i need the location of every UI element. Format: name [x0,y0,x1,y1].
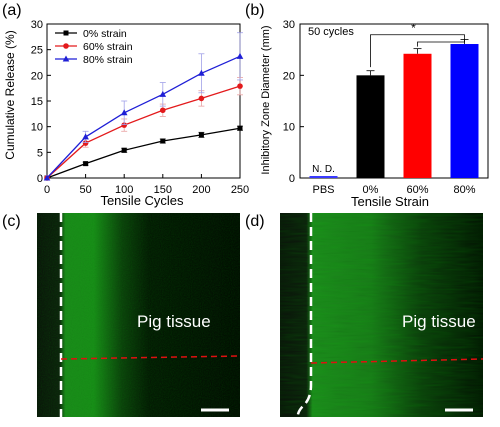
chart-a-xtick-label: 100 [115,184,133,196]
red-dashed-line-d [310,358,483,364]
chart-a-legend-label: 60% strain [83,41,133,53]
chart-b-sig-bracket [370,34,465,68]
chart-a-point [43,174,51,181]
panel-label-c: (c) [2,213,21,230]
chart-b-xtick-label: 0% [363,184,379,196]
chart-a-xtick-label: 200 [192,184,210,196]
tissue-boundary-line-d [296,213,313,417]
fluorescence-image-d: Pig tissue [280,213,483,417]
chart-a-point [83,161,89,167]
chart-a-point [237,83,243,89]
chart-a-ytick-label: 10 [31,122,43,134]
chart-b-frame [299,23,489,179]
chart-a-xtick-label: 250 [231,184,249,196]
chart-b-xtick-label: 80% [453,184,475,196]
chart-b-xtick-label: PBS [312,184,334,196]
chart-b-annotation: 50 cycles [308,26,354,38]
chart-b-ytick-label: 30 [283,19,295,31]
chart-a-ytick-label: 0 [37,173,43,185]
panel-label-d: (d) [245,213,265,230]
chart-b-bar [450,44,479,178]
chart-a-point [237,125,243,131]
chart-a-ytick-label: 30 [31,19,43,31]
chart-a-xtick-label: 50 [79,184,91,196]
chart-b-ytick-label: 20 [283,70,295,82]
chart-a-xtick-label: 150 [154,184,172,196]
chart-b-bar [356,75,385,178]
chart-a-series-line [46,127,241,179]
chart-a-point [120,109,128,116]
chart-a-ytick-label: 15 [31,96,43,108]
chart-a-point [198,69,205,76]
fluorescence-image-c: Pig tissue [37,213,240,417]
chart-b-ytick-label: 0 [289,173,295,185]
chart-a-point [198,132,204,138]
chart-a-legend-label: 0% strain [83,28,127,40]
chart-a-legend-marker [63,43,69,49]
chart-b-xtick-label: 60% [406,184,428,196]
chart-a-ytick-label: 5 [37,147,43,159]
chart-a-ytick-label: 20 [31,70,43,82]
panel-label-a: (a) [2,2,22,19]
chart-a-point [236,52,244,59]
chart-b-sig-star: * [411,21,416,35]
panel-label-b: (b) [245,2,265,19]
chart-a-series-line [46,85,241,179]
chart-a-point [198,95,205,102]
chart-b-xlabel: Tensile Strain [351,194,429,209]
chart-a-point [160,107,166,114]
chart-a-xtick-label: 0 [44,184,50,196]
chart-a-point [82,133,89,140]
chart-a-point [82,140,89,146]
chart-b-bar [403,53,432,179]
chart-a-point [159,90,167,97]
chart-a-ytick-label: 25 [31,45,43,57]
chart-a-line-plot: Cumulative Release (%) Tensile Cycles 0 5… [3,19,249,208]
chart-a-legend-label: 80% strain [83,54,133,66]
chart-b-ytick-label: 10 [283,122,295,134]
chart-a-series-line [46,55,241,179]
chart-b-ylabel: Inhibitory Zone Diameter (mm) [260,25,272,174]
chart-a-xlabel: Tensile Cycles [100,193,184,208]
chart-b-bar-plot: Inhibitory Zone Diameter (mm) Tensile St… [260,19,489,209]
chart-a-legend-marker [62,55,70,62]
image-label-c: Pig tissue [137,312,211,331]
chart-a-ylabel: Cumulative Release (%) [3,30,17,159]
chart-a-point [160,138,166,144]
image-label-d: Pig tissue [402,312,476,331]
chart-b-nd-label: N. D. [312,164,335,175]
chart-a-point [121,122,127,128]
chart-a-point [121,147,127,153]
chart-a-frame [46,23,241,179]
chart-b-sig-bracket [417,37,465,47]
chart-a-legend-marker [63,30,69,36]
